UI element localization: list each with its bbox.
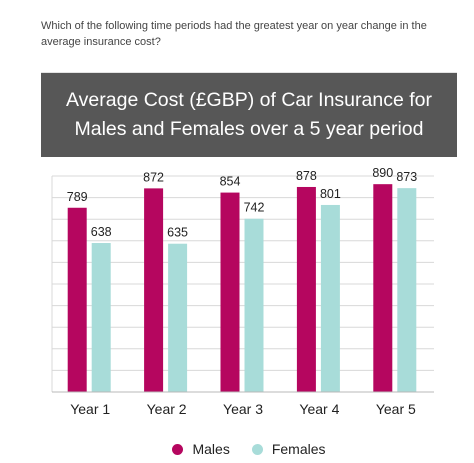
x-tick-label-2: Year 2 [147, 401, 187, 417]
data-label-males-1: 789 [67, 190, 88, 204]
bar-females-4 [320, 204, 340, 392]
bar-females-5 [397, 188, 417, 392]
data-label-females-1: 638 [91, 225, 112, 239]
bar-males-5 [373, 184, 393, 392]
chart-title-band: Average Cost (£GBP) of Car Insurance for… [41, 73, 457, 157]
legend-label-females: Females [271, 441, 326, 457]
legend-item-males: Males [172, 441, 230, 457]
chart-card: Average Cost (£GBP) of Car Insurance for… [41, 72, 457, 463]
data-label-males-2: 872 [143, 170, 164, 184]
legend-label-males: Males [192, 441, 230, 457]
legend-item-females: Females [251, 441, 326, 457]
x-tick-label-4: Year 4 [299, 401, 339, 417]
bar-females-3 [244, 218, 264, 392]
legend-swatch-females [251, 443, 263, 455]
x-tick-label-3: Year 3 [223, 401, 263, 417]
data-label-females-5: 873 [396, 170, 417, 184]
legend-swatch-males [172, 443, 184, 455]
bar-males-1 [67, 207, 87, 392]
data-label-males-4: 878 [296, 169, 317, 183]
x-tick-label-1: Year 1 [70, 401, 110, 417]
bar-males-4 [296, 186, 316, 392]
question-text: Which of the following time periods had … [41, 20, 427, 48]
bar-males-3 [220, 192, 240, 392]
data-label-females-4: 801 [320, 187, 341, 201]
chart-legend: Males Females [41, 439, 457, 459]
data-label-females-2: 635 [167, 226, 188, 240]
chart-title: Average Cost (£GBP) of Car Insurance for… [66, 89, 432, 140]
data-label-males-5: 890 [372, 166, 393, 180]
x-tick-label-5: Year 5 [376, 401, 416, 417]
data-label-males-3: 854 [220, 175, 241, 189]
bar-males-2 [144, 188, 164, 392]
bar-females-2 [168, 243, 188, 392]
bar-females-1 [91, 243, 111, 392]
data-label-females-3: 742 [244, 201, 265, 215]
